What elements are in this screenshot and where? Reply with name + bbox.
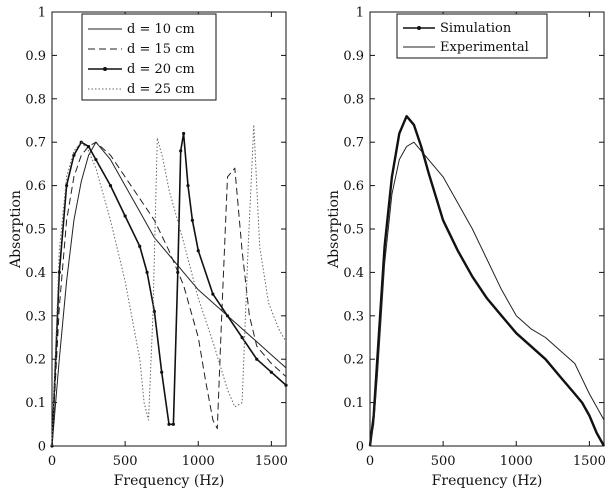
y-tick-label: 0.1 [25, 396, 46, 411]
y-tick-label: 0.6 [25, 179, 46, 194]
right-legend: Simulation Experimental [396, 13, 548, 59]
series-point-d-20-cm [167, 422, 171, 426]
right-y-axis-label: Absorption [326, 190, 342, 269]
y-tick-label: 0.6 [343, 179, 364, 194]
legend-label-d15: d = 15 cm [127, 42, 195, 57]
left-chart-panel: 0 500 1000 1500 0 0.1 0.2 0.3 0.4 0.5 0.6 0.7 0.8 0.9… [8, 6, 288, 490]
legend-label-simulation: Simulation [440, 21, 512, 36]
series-line-experimental [369, 141, 605, 447]
left-axis-ticks: 0 500 1000 1500 0 0.1 0.2 0.3 0.4 0.5 0.6 0.7 0.8 0.9… [25, 6, 288, 470]
series-point-d-20-cm [138, 244, 142, 248]
right-legend-box [396, 13, 548, 59]
y-tick-label: 0.3 [25, 309, 46, 324]
series-point-d-20-cm [171, 422, 175, 426]
y-tick-label: 0.8 [343, 92, 364, 107]
right-plot-curves [368, 114, 606, 447]
series-point-d-20-cm [179, 149, 183, 153]
x-tick-label: 1500 [255, 454, 288, 469]
y-tick-label: 0 [38, 440, 46, 455]
series-point-d-20-cm [152, 309, 156, 314]
series-point-d-20-cm [284, 383, 288, 387]
series-line-d-20-cm [51, 132, 287, 447]
left-x-axis-label: Frequency (Hz) [114, 473, 225, 489]
y-tick-label: 0.8 [25, 92, 46, 107]
y-tick-label: 0.2 [25, 353, 46, 368]
series-point-d-20-cm [186, 184, 190, 188]
y-tick-label: 0.9 [25, 49, 46, 64]
right-x-axis-label: Frequency (Hz) [432, 473, 543, 489]
y-tick-label: 0.4 [343, 266, 364, 281]
x-tick-label: 500 [431, 454, 456, 469]
right-axis-ticks: 0 500 1000 1500 0 0.1 0.2 0.3 0.4 0.5 0.6 0.7 0.8 0.9… [343, 6, 606, 470]
series-point-d-20-cm [86, 144, 91, 149]
series-point-d-20-cm [72, 153, 76, 157]
x-tick-label: 1000 [500, 454, 533, 469]
left-y-axis-label: Absorption [8, 190, 24, 269]
series-point-d-20-cm [79, 140, 83, 144]
legend-label-d20: d = 20 cm [127, 62, 195, 77]
series-line-d-10-cm [51, 141, 287, 447]
y-tick-label: 1 [38, 6, 46, 21]
series-point-d-20-cm [240, 335, 244, 340]
series-point-d-20-cm [160, 370, 164, 374]
series-point-d-20-cm [196, 249, 200, 253]
right-chart-panel: 0 500 1000 1500 0 0.1 0.2 0.3 0.4 0.5 0.6 0.7 0.8 0.9… [326, 6, 606, 490]
y-tick-label: 0.9 [343, 49, 364, 64]
series-point-d-20-cm [190, 218, 194, 222]
series-point-d-20-cm [176, 270, 180, 274]
legend-marker-simulation [417, 26, 421, 30]
series-point-d-20-cm [108, 184, 113, 188]
left-legend-samples [88, 28, 122, 90]
x-tick-label: 0 [366, 454, 374, 469]
series-point-d-20-cm [269, 370, 273, 374]
left-legend: d = 10 cm d = 15 cm d = 20 cm d = 25 cm [81, 13, 217, 101]
series-line-d-15-cm [51, 141, 287, 447]
legend-label-experimental: Experimental [440, 40, 529, 55]
right-legend-samples [403, 26, 435, 48]
y-tick-label: 0.7 [343, 136, 364, 151]
y-tick-label: 0.5 [25, 223, 46, 238]
series-line-d-25-cm [51, 124, 287, 447]
legend-label-d10: d = 10 cm [127, 22, 195, 37]
y-tick-label: 0.4 [25, 266, 46, 281]
left-plot-curves [50, 124, 288, 448]
y-tick-label: 0 [356, 440, 364, 455]
x-tick-label: 1500 [573, 454, 606, 469]
x-tick-label: 1000 [182, 454, 215, 469]
series-point-d-20-cm [145, 270, 149, 274]
series-line-simulation [368, 114, 606, 447]
y-tick-label: 0.7 [25, 136, 46, 151]
series-point-d-20-cm [182, 131, 186, 136]
series-point-d-20-cm [225, 314, 230, 318]
left-legend-box [81, 13, 217, 101]
series-point-d-20-cm [211, 292, 215, 296]
x-tick-label: 500 [113, 454, 138, 469]
x-tick-label: 0 [48, 454, 56, 469]
series-point-d-20-cm [123, 214, 127, 218]
legend-label-d25: d = 25 cm [127, 82, 195, 97]
y-tick-label: 0.1 [343, 396, 364, 411]
y-tick-label: 0.5 [343, 223, 364, 238]
y-tick-label: 1 [356, 6, 364, 21]
legend-marker-d-20-cm [103, 67, 107, 71]
y-tick-label: 0.2 [343, 353, 364, 368]
series-point-d-20-cm [255, 357, 259, 361]
right-plot-frame [369, 11, 605, 447]
series-point-d-20-cm [94, 157, 98, 162]
y-tick-label: 0.3 [343, 309, 364, 324]
